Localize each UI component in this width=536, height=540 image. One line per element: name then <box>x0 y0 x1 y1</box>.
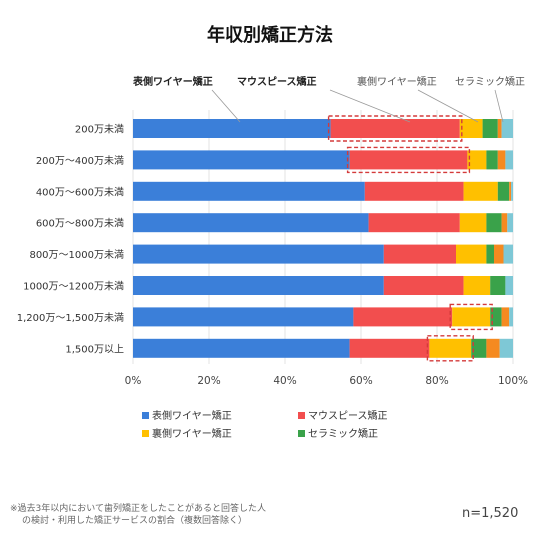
bar-segment <box>349 150 468 170</box>
highlight-box <box>449 303 493 331</box>
legend-label: 裏側ワイヤー矯正 <box>152 427 232 440</box>
chart-title: 年収別矯正方法 <box>207 24 333 46</box>
legend-swatch <box>298 430 305 437</box>
callout-label: セラミック矯正 <box>455 75 525 88</box>
highlight-box <box>426 335 474 362</box>
callout-leader-line <box>494 89 504 123</box>
bar-segment <box>471 338 487 358</box>
bar-segment <box>133 181 365 201</box>
bar-segment <box>509 181 512 201</box>
bar-segment <box>467 150 487 170</box>
x-tick-label: 40% <box>273 375 296 387</box>
category-label: 1,500万以上 <box>65 343 124 355</box>
series-callouts: 表側ワイヤー矯正 マウスピース矯正 裏側ワイヤー矯正 セラミック矯正 <box>132 75 525 123</box>
callout-leader-line <box>329 89 411 123</box>
category-label: 200万〜400万未満 <box>36 155 124 167</box>
bar-segment <box>463 276 491 295</box>
legend-label: セラミック矯正 <box>308 427 378 440</box>
bar-segment <box>507 213 513 233</box>
bar-segment <box>459 213 487 233</box>
bar-segment <box>133 213 369 233</box>
bar-segment <box>497 119 502 138</box>
bar-segment <box>482 119 498 138</box>
bar-segment <box>494 244 504 264</box>
bar-segment <box>497 150 506 170</box>
bar-segment <box>490 276 506 295</box>
bar-segment <box>133 150 350 170</box>
footnote-line-2: の検討・利用した矯正サービスの割合（複数回答除く） <box>22 514 247 526</box>
bar-segment <box>133 276 384 295</box>
footnote-line-1: ※過去3年以内において歯列矯正をしたことがあると回答した人 <box>10 502 266 514</box>
sample-size-label: n=1,520 <box>462 506 518 521</box>
x-tick-label: 60% <box>349 375 372 387</box>
callout-leader-line <box>417 89 479 123</box>
bar-segment <box>501 119 513 138</box>
category-label: 1,200万〜1,500万未満 <box>17 312 124 324</box>
legend-swatch <box>142 430 149 437</box>
legend-swatch <box>142 412 149 419</box>
category-labels: 200万未満 200万〜400万未満 400万〜600万未満 600万〜800万未満 8… <box>17 124 124 356</box>
bar-segment <box>459 119 483 138</box>
bar-segment <box>505 276 513 295</box>
bar-segment <box>497 181 510 201</box>
x-tick-label: 0% <box>125 375 142 387</box>
bar-segment <box>330 119 460 138</box>
bar-segment <box>505 150 513 170</box>
callout-label: 裏側ワイヤー矯正 <box>357 75 437 88</box>
legend-label: マウスピース矯正 <box>308 409 388 422</box>
category-label: 400万〜600万未満 <box>36 186 124 198</box>
x-tick-labels: 0% 20% 40% 60% 80% 100% <box>125 375 528 387</box>
category-label: 1000万〜1200万未満 <box>23 281 124 293</box>
x-tick-label: 100% <box>498 375 528 387</box>
legend-swatch <box>298 412 305 419</box>
category-label: 600万〜800万未満 <box>36 218 124 230</box>
bar-segment <box>133 244 384 264</box>
x-tick-label: 20% <box>197 375 220 387</box>
bar-segment <box>349 338 430 358</box>
bar-segment <box>456 244 487 264</box>
bar-segment <box>486 213 502 233</box>
callout-leader-line <box>211 89 241 123</box>
bar-segment <box>364 181 464 201</box>
bar-segment <box>133 338 350 358</box>
bar-segment <box>501 213 508 233</box>
bar-segment <box>429 338 472 358</box>
bar-segment <box>490 307 502 327</box>
bar-segment <box>133 119 331 138</box>
callout-label: マウスピース矯正 <box>237 75 317 88</box>
bar-segment <box>368 213 460 233</box>
callout-label: 表側ワイヤー矯正 <box>132 75 213 88</box>
category-label: 200万未満 <box>75 124 124 136</box>
category-label: 800万〜1000万未満 <box>29 249 124 261</box>
bar-segment <box>511 181 513 201</box>
bar-segment <box>383 276 464 295</box>
bar-segment <box>452 307 491 327</box>
bar-segment <box>383 244 456 264</box>
bar-segment <box>353 307 453 327</box>
bar-segment <box>463 181 498 201</box>
bar-segment <box>503 244 513 264</box>
highlight-box <box>346 146 471 174</box>
bar-segment <box>499 338 513 358</box>
bar-segment <box>501 307 510 327</box>
x-tick-label: 80% <box>425 375 448 387</box>
bar-segment <box>486 150 498 170</box>
bar-segment <box>133 307 354 327</box>
bar-segment <box>486 338 500 358</box>
legend-label: 表側ワイヤー矯正 <box>152 409 232 422</box>
bar-segment <box>509 307 513 327</box>
bar-segment <box>486 244 494 264</box>
bars <box>133 119 513 358</box>
